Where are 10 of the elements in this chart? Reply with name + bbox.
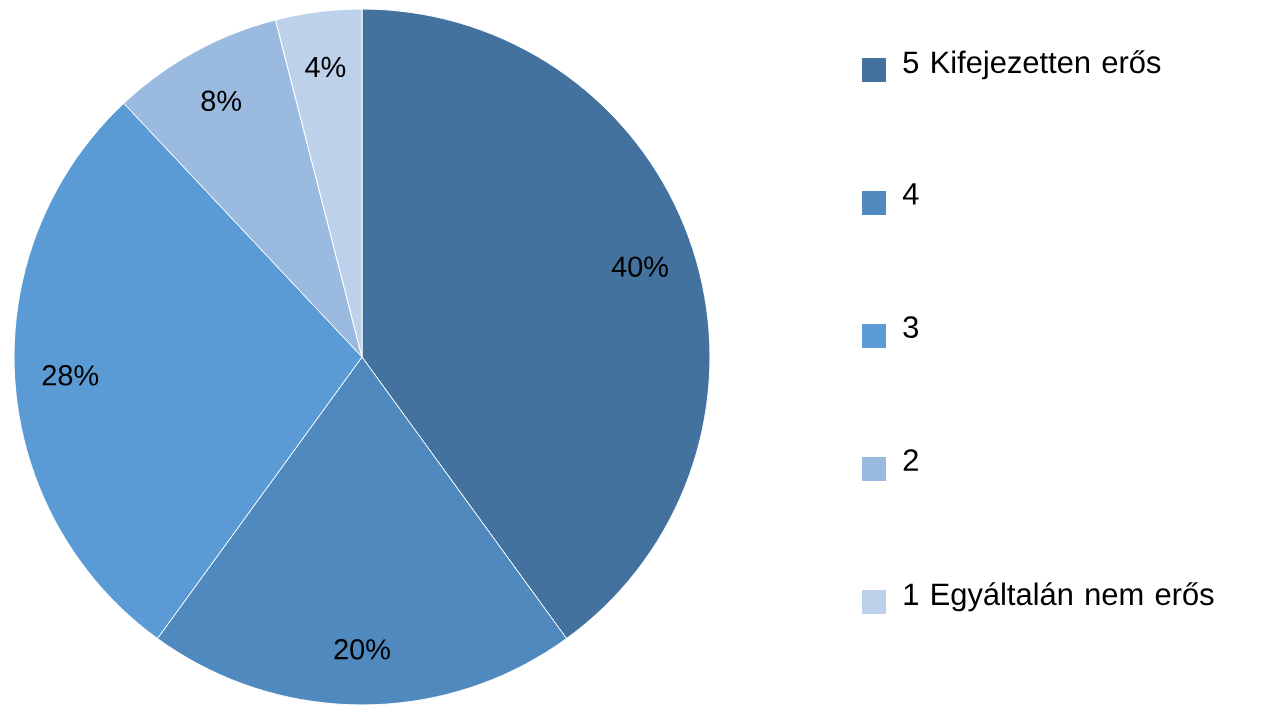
legend-label: 3 xyxy=(903,316,919,339)
data-label: 8% xyxy=(201,90,242,112)
data-label: 40% xyxy=(611,256,668,277)
legend-label: 1 Egyáltalán nem erős xyxy=(904,582,1214,612)
legend-label: 2 xyxy=(903,449,918,471)
legend-label: 4 xyxy=(902,183,919,205)
legend-label: 5 Kifejezetten erős xyxy=(903,50,1161,80)
data-label: 4% xyxy=(305,56,346,78)
data-label: 20% xyxy=(334,639,390,660)
data-label: 28% xyxy=(42,365,99,386)
